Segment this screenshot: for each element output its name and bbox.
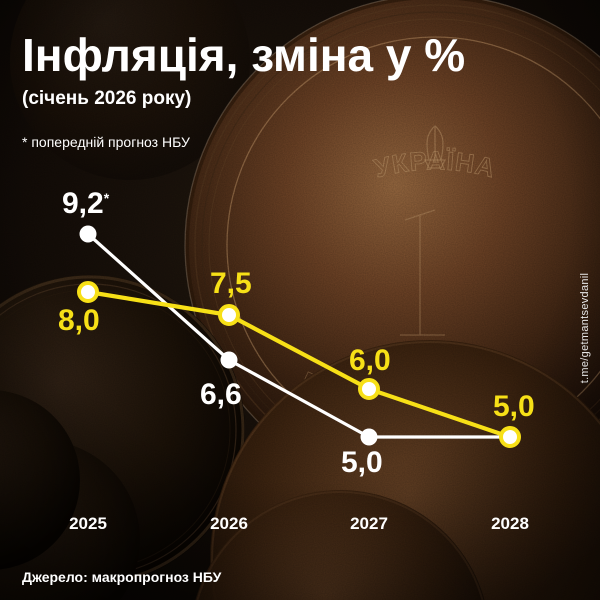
svg-text:5,0: 5,0 (341, 446, 383, 479)
svg-text:5,0: 5,0 (493, 390, 535, 423)
svg-text:9,2*: 9,2* (62, 187, 110, 220)
svg-text:2028: 2028 (491, 514, 529, 533)
svg-text:2026: 2026 (210, 514, 248, 533)
svg-text:6,6: 6,6 (200, 378, 242, 411)
svg-text:8,0: 8,0 (58, 304, 100, 337)
svg-text:7,5: 7,5 (210, 267, 252, 300)
svg-text:Джерело: макропрогноз НБУ: Джерело: макропрогноз НБУ (22, 569, 222, 585)
svg-text:t.me/getmantsevdanil: t.me/getmantsevdanil (579, 273, 591, 384)
svg-text:6,0: 6,0 (349, 344, 391, 377)
svg-text:2027: 2027 (350, 514, 388, 533)
svg-text:2025: 2025 (69, 514, 107, 533)
